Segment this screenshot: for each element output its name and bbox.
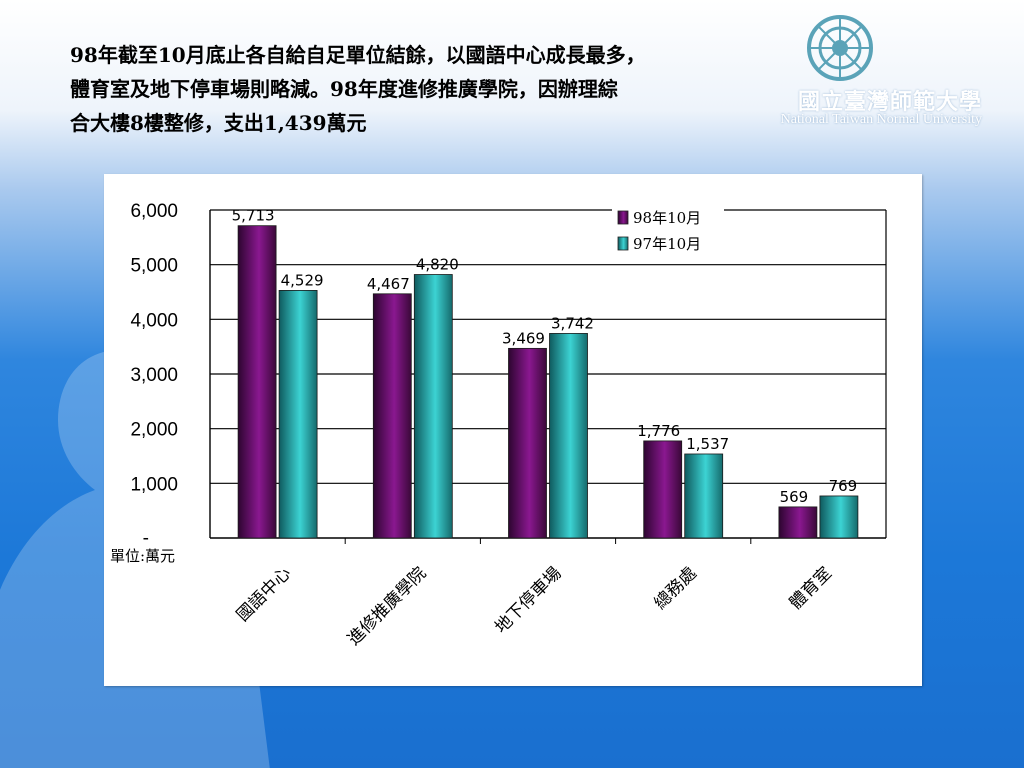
data-label: 1,776 [637,422,680,440]
data-label: 1,537 [686,435,729,453]
x-tick-label: 地下停車場 [491,563,565,637]
title-line-1: 98年截至10月底止各自給自足單位結餘，以國語中心成長最多， [70,43,646,67]
bar-series-2 [549,333,588,539]
university-emblem-icon [807,15,873,81]
bar-series-2 [413,274,453,539]
y-tick-label: 6,000 [130,201,178,222]
y-tick-label: 5,000 [130,256,178,277]
x-tick-label: 體育室 [786,563,836,613]
title-line-2: 體育室及地下停車場則略減。98年度進修推廣學院，因辦理綜 [70,77,618,101]
bar-series-1 [372,293,412,539]
y-tick-label: - [143,528,149,549]
bar-series-1 [643,440,683,539]
y-tick-label: 4,000 [130,310,178,331]
bar-series-2 [278,290,318,539]
university-english-name: National Taiwan Normal University [780,112,982,127]
legend-label-1: 98年10月 [633,209,701,227]
bar-chart: - 1,000 2,000 3,000 4,000 5,000 6,000 5,713 4,5… [110,201,887,650]
data-label: 5,713 [232,207,275,225]
y-tick-label: 1,000 [130,474,178,495]
x-tick-label: 國語中心 [233,563,295,625]
bar-series-1 [778,506,818,539]
data-label: 4,529 [281,271,324,289]
x-tick-label: 總務處 [651,563,701,613]
chart-panel: - 1,000 2,000 3,000 4,000 5,000 6,000 5,713 4,5… [104,174,922,686]
y-tick-label: 3,000 [130,365,178,386]
bar-series-2 [819,495,859,539]
legend-label-2: 97年10月 [633,235,701,253]
legend-swatch-2 [617,236,629,251]
data-label: 4,820 [416,256,459,274]
data-label: 769 [829,477,858,495]
university-logo: 國立臺灣師範大學 National Taiwan Normal Universi… [754,8,1004,128]
data-label: 3,742 [551,314,594,332]
data-label: 569 [780,488,809,506]
data-label: 4,467 [367,275,410,293]
university-chinese-name: 國立臺灣師範大學 [797,90,982,115]
y-tick-label: 2,000 [130,420,178,441]
data-label: 3,469 [502,329,545,347]
bar-series-1 [237,225,277,539]
x-tick-label: 進修推廣學院 [344,563,430,649]
legend-swatch-1 [617,210,629,225]
bar-series-1 [508,347,547,539]
bar-series-2 [684,453,724,539]
legend-box [612,204,724,258]
title-line-3: 合大樓8樓整修，支出1,439萬元 [70,111,367,135]
unit-label: 單位:萬元 [110,547,175,565]
slide-title: 98年截至10月底止各自給自足單位結餘，以國語中心成長最多， 體育室及地下停車場… [70,38,870,140]
